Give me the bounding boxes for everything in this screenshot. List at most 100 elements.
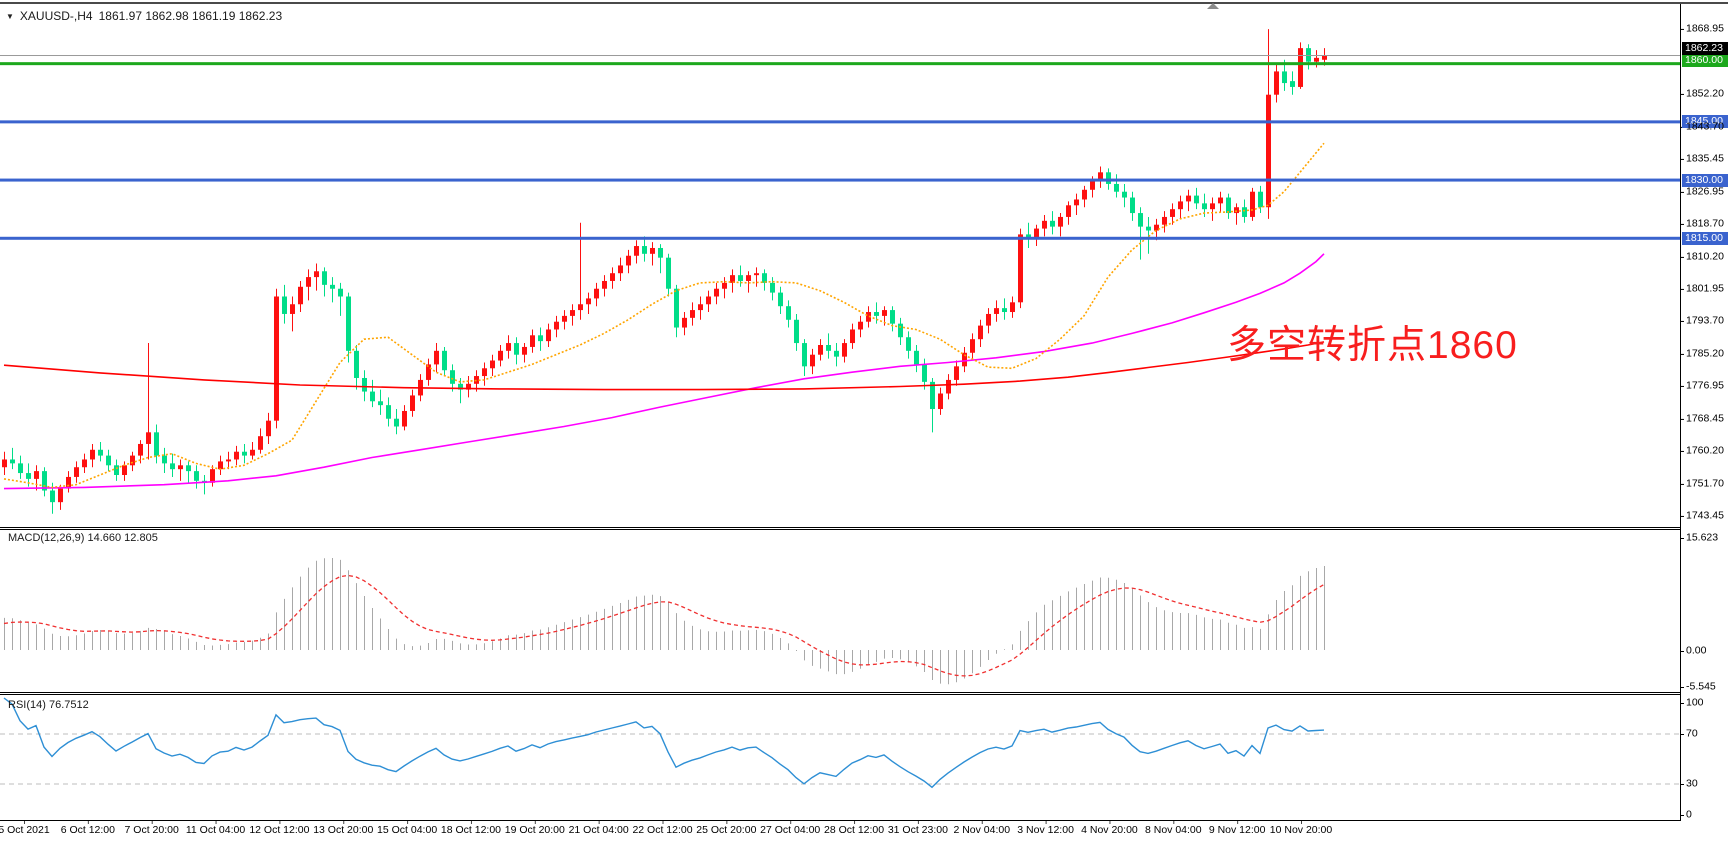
price-axis-label: 1751.70 (1686, 477, 1724, 490)
time-axis-tick (1109, 821, 1111, 824)
candle-body (914, 350, 919, 365)
candle-body (66, 476, 71, 489)
current-price-line (0, 55, 1680, 57)
candle-body (578, 304, 583, 311)
time-axis-label: 18 Oct 12:00 (440, 824, 501, 836)
candle-body (1274, 71, 1279, 95)
candle-body (426, 364, 431, 380)
time-axis-border (0, 820, 1680, 821)
rsi-axis-label: 100 (1686, 696, 1704, 709)
candle-body (1258, 191, 1263, 208)
time-axis-label: 31 Oct 23:00 (887, 824, 948, 836)
candle-body (82, 459, 87, 468)
time-axis-label: 2 Nov 04:00 (953, 824, 1011, 836)
symbol-dropdown-icon[interactable]: ▼ (6, 11, 14, 21)
time-axis-tick (407, 821, 409, 824)
candle-body (754, 273, 759, 276)
candle-body (1162, 216, 1167, 225)
macd-axis-tick (1680, 687, 1684, 688)
candle-body (106, 455, 111, 466)
candle-body (722, 282, 727, 289)
candle-body (90, 449, 95, 460)
time-axis-tick (790, 821, 792, 824)
price-axis-tick (1680, 450, 1684, 452)
macd-axis-label: 15.623 (1686, 531, 1719, 544)
ma-orange-line (3, 142, 1325, 489)
time-axis-tick (598, 821, 600, 824)
price-axis-label: 1760.20 (1686, 444, 1724, 457)
candle-body (266, 420, 271, 437)
candle-body (1170, 209, 1175, 217)
price-axis-tick (1680, 483, 1684, 485)
candle-body (322, 271, 327, 285)
candle-body (650, 247, 655, 254)
rsi-panel[interactable] (0, 695, 1680, 820)
candle-body (1050, 220, 1055, 227)
candle-body (922, 364, 927, 382)
candle-body (890, 310, 895, 324)
price-axis-label: 1810.20 (1686, 250, 1724, 263)
candle-body (554, 321, 559, 330)
candle-body (1226, 197, 1231, 214)
candle-body (1266, 94, 1271, 208)
price-axis-label: 1785.20 (1686, 347, 1724, 360)
candle-body (1218, 197, 1223, 204)
time-axis-tick (534, 821, 536, 824)
time-axis-label: 5 Oct 2021 (0, 824, 50, 836)
panel-separator (0, 694, 1680, 695)
candle-body (442, 350, 447, 371)
rsi-axis-tick (1680, 815, 1684, 816)
price-hline-1830.00 (0, 178, 1680, 182)
time-axis-label: 4 Nov 20:00 (1081, 824, 1138, 836)
candle-body (1186, 195, 1191, 202)
candle-body (402, 410, 407, 427)
candle-body (330, 284, 335, 289)
candle-body (930, 381, 935, 410)
candle-body (50, 490, 55, 503)
candle-body (530, 335, 535, 347)
candle-body (234, 451, 239, 460)
candle-body (586, 298, 591, 305)
macd-signal-line (3, 574, 1325, 677)
candle-body (962, 352, 967, 367)
candle-body (642, 246, 647, 254)
macd-axis-label: -5.545 (1686, 680, 1716, 693)
candle-body (458, 383, 463, 390)
candle-body (986, 313, 991, 326)
hline-badge-1815.00: 1815.00 (1682, 231, 1728, 245)
candle-body (1242, 207, 1247, 217)
candle-body (762, 273, 767, 283)
candle-body (794, 319, 799, 344)
macd-panel[interactable] (0, 530, 1680, 692)
candle-body (378, 401, 383, 406)
symbol-title: XAUUSD-,H4 (19, 9, 93, 23)
price-axis-tick (1680, 515, 1684, 517)
macd-axis-tick (1680, 651, 1684, 652)
time-axis-tick (662, 821, 664, 824)
price-hline-1815.00 (0, 236, 1680, 240)
candle-body (738, 275, 743, 281)
candle-body (602, 280, 607, 289)
price-hline-1860.00 (0, 62, 1680, 66)
candle-body (18, 463, 23, 474)
time-axis-tick (726, 821, 728, 824)
candle-body (346, 296, 351, 351)
candle-body (1090, 180, 1095, 190)
candle-body (362, 377, 367, 392)
candle-body (954, 366, 959, 380)
candle-body (1042, 220, 1047, 229)
time-axis-label: 27 Oct 04:00 (760, 824, 821, 836)
price-axis-tick (1680, 418, 1684, 420)
price-axis-tick (1680, 385, 1684, 387)
panel-separator (0, 529, 1680, 530)
panel-separator (0, 527, 1680, 528)
time-axis-tick (1301, 821, 1302, 824)
main-chart-panel[interactable] (0, 7, 1680, 527)
candle-body (242, 451, 247, 456)
candle-body (850, 329, 855, 344)
candle-body (1314, 57, 1319, 62)
price-axis-label: 1826.95 (1686, 185, 1724, 198)
candle-body (466, 383, 471, 390)
time-axis-label: 8 Nov 04:00 (1144, 824, 1202, 836)
